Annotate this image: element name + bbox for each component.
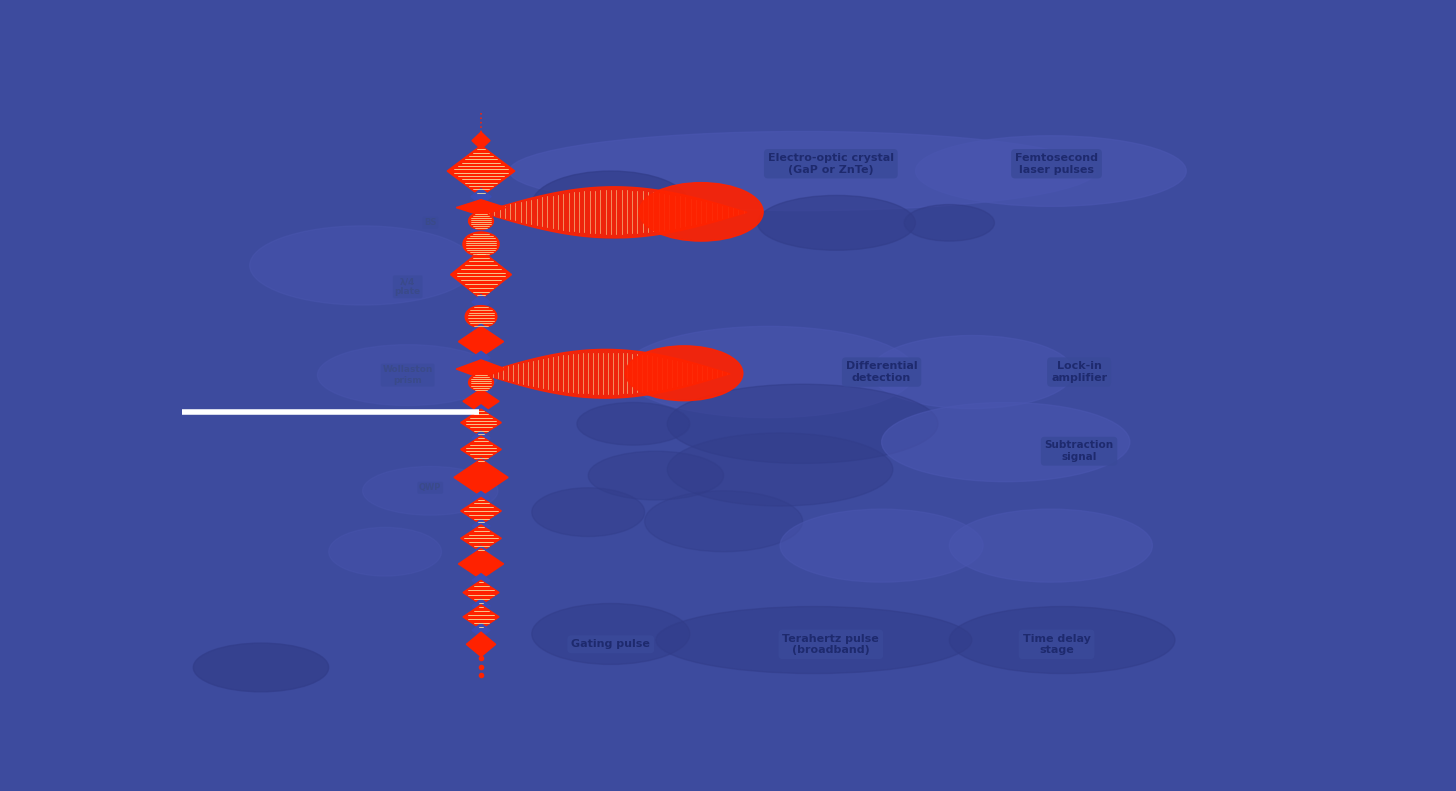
Ellipse shape — [780, 509, 983, 582]
Polygon shape — [470, 251, 491, 266]
Polygon shape — [472, 491, 491, 505]
Ellipse shape — [329, 528, 441, 576]
Ellipse shape — [657, 607, 973, 674]
Ellipse shape — [667, 384, 938, 464]
Polygon shape — [472, 132, 491, 149]
Polygon shape — [472, 405, 491, 418]
Ellipse shape — [194, 643, 329, 692]
Ellipse shape — [588, 451, 724, 500]
Ellipse shape — [363, 467, 498, 515]
Ellipse shape — [463, 232, 499, 256]
Text: Subtraction
signal: Subtraction signal — [1044, 441, 1114, 462]
Polygon shape — [472, 458, 491, 471]
Ellipse shape — [577, 403, 690, 445]
Ellipse shape — [466, 305, 496, 327]
Polygon shape — [460, 409, 501, 436]
Polygon shape — [463, 604, 499, 629]
Polygon shape — [470, 189, 491, 205]
Ellipse shape — [531, 171, 690, 238]
Polygon shape — [472, 520, 491, 533]
Polygon shape — [466, 632, 495, 657]
Text: λ/4
plate: λ/4 plate — [395, 277, 421, 297]
Text: Femtosecond
laser pulses: Femtosecond laser pulses — [1015, 153, 1098, 175]
Text: Lock-in
amplifier: Lock-in amplifier — [1051, 361, 1107, 383]
Polygon shape — [472, 431, 491, 445]
Polygon shape — [450, 250, 511, 299]
Ellipse shape — [645, 490, 802, 552]
Polygon shape — [472, 324, 491, 337]
Polygon shape — [463, 581, 499, 604]
Ellipse shape — [510, 131, 1096, 210]
Polygon shape — [472, 547, 491, 560]
Ellipse shape — [622, 327, 916, 418]
Polygon shape — [456, 199, 505, 215]
Polygon shape — [472, 295, 491, 309]
Text: Wollaston
prism: Wollaston prism — [383, 365, 432, 384]
Polygon shape — [472, 623, 491, 637]
Text: Terahertz pulse
(broadband): Terahertz pulse (broadband) — [782, 634, 879, 655]
Text: QWP: QWP — [419, 483, 441, 492]
Text: BS: BS — [424, 218, 437, 227]
Ellipse shape — [469, 374, 494, 391]
Polygon shape — [470, 224, 491, 239]
Ellipse shape — [904, 205, 994, 241]
Polygon shape — [460, 436, 501, 463]
Polygon shape — [459, 549, 504, 579]
Polygon shape — [472, 573, 491, 587]
Ellipse shape — [667, 433, 893, 506]
Polygon shape — [460, 498, 501, 524]
Text: Electro-optic crystal
(GaP or ZnTe): Electro-optic crystal (GaP or ZnTe) — [767, 153, 894, 175]
Polygon shape — [460, 525, 501, 552]
Ellipse shape — [639, 183, 763, 241]
Polygon shape — [463, 389, 499, 414]
Polygon shape — [454, 459, 508, 496]
Ellipse shape — [757, 195, 916, 250]
Polygon shape — [472, 385, 491, 399]
Polygon shape — [472, 351, 491, 365]
Polygon shape — [447, 146, 515, 197]
Ellipse shape — [916, 136, 1187, 206]
Ellipse shape — [871, 335, 1073, 409]
Ellipse shape — [531, 604, 690, 664]
Ellipse shape — [949, 607, 1175, 674]
Ellipse shape — [317, 345, 498, 406]
Ellipse shape — [469, 213, 494, 229]
Text: Gating pulse: Gating pulse — [571, 639, 651, 649]
Ellipse shape — [250, 226, 475, 305]
Polygon shape — [456, 360, 505, 378]
Ellipse shape — [531, 488, 645, 536]
Text: Differential
detection: Differential detection — [846, 361, 917, 383]
Ellipse shape — [882, 403, 1130, 482]
Ellipse shape — [949, 509, 1153, 582]
Polygon shape — [459, 327, 504, 357]
Text: Time delay
stage: Time delay stage — [1022, 634, 1091, 655]
Polygon shape — [472, 600, 491, 612]
Ellipse shape — [626, 346, 743, 401]
